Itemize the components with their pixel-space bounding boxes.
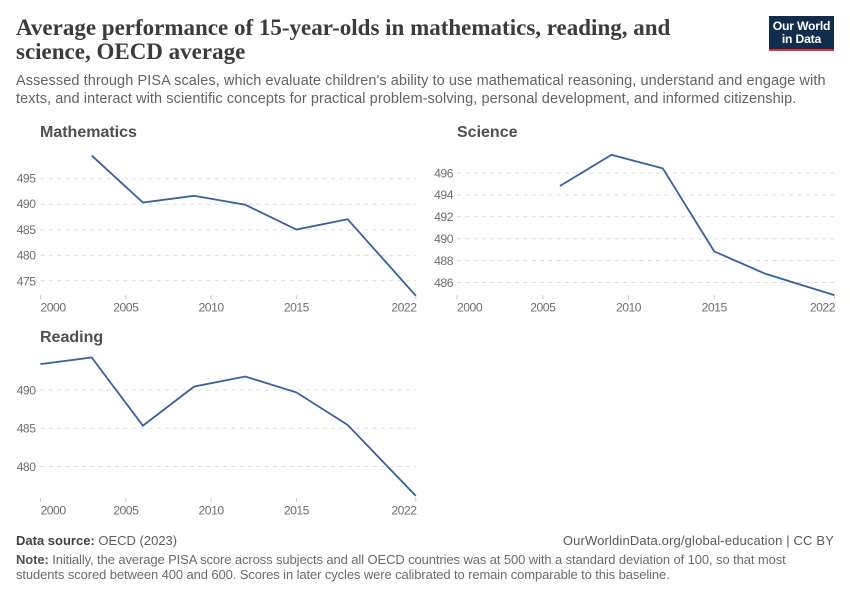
svg-text:Science: Science (457, 124, 518, 141)
svg-text:Mathematics: Mathematics (40, 124, 137, 141)
svg-text:488: 488 (434, 254, 454, 268)
svg-text:2000: 2000 (457, 301, 483, 315)
svg-text:2000: 2000 (41, 301, 67, 315)
svg-text:475: 475 (17, 274, 37, 288)
svg-text:2015: 2015 (284, 504, 310, 518)
svg-text:2022: 2022 (810, 301, 836, 315)
svg-text:495: 495 (17, 172, 37, 186)
svg-text:480: 480 (17, 249, 37, 263)
svg-text:2000: 2000 (41, 504, 67, 518)
svg-text:Reading: Reading (40, 329, 103, 346)
svg-text:2010: 2010 (199, 301, 225, 315)
svg-text:485: 485 (17, 223, 37, 237)
svg-text:492: 492 (434, 210, 454, 224)
svg-text:485: 485 (17, 422, 37, 436)
svg-text:2015: 2015 (284, 301, 310, 315)
svg-text:490: 490 (17, 197, 37, 211)
svg-text:2010: 2010 (616, 301, 642, 315)
svg-text:2022: 2022 (391, 301, 417, 315)
svg-text:2005: 2005 (530, 301, 556, 315)
svg-text:2010: 2010 (199, 504, 225, 518)
svg-text:490: 490 (17, 383, 37, 397)
svg-text:2005: 2005 (113, 301, 139, 315)
svg-text:486: 486 (434, 276, 454, 290)
svg-text:2005: 2005 (113, 504, 139, 518)
svg-text:2022: 2022 (391, 504, 417, 518)
svg-text:480: 480 (17, 460, 37, 474)
svg-text:490: 490 (434, 232, 454, 246)
svg-text:494: 494 (434, 188, 454, 202)
svg-text:2015: 2015 (702, 301, 728, 315)
svg-text:496: 496 (434, 166, 454, 180)
